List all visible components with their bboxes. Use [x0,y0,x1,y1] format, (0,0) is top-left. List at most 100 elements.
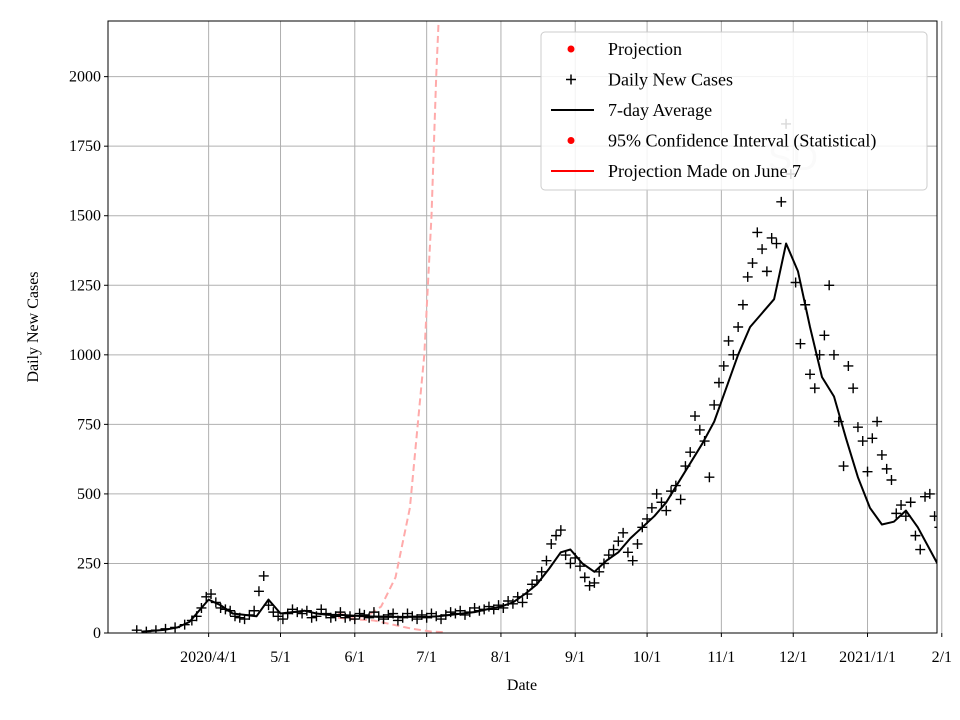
daily-case-point [330,611,341,622]
daily-case-point [661,505,672,516]
daily-case-point [277,614,288,625]
x-tick-label: 12/1 [779,649,807,666]
daily-case-point [828,349,839,360]
daily-case-point [364,612,375,623]
legend-plus-marker [566,74,576,85]
daily-case-point [934,526,937,528]
y-tick-label: 750 [77,416,101,433]
daily-case-point [757,244,768,255]
x-tick-label: 2/1 [932,649,952,666]
daily-case-point [891,508,902,519]
y-tick-label: 0 [93,625,101,642]
daily-case-point [575,561,586,572]
daily-case-point [555,525,566,536]
daily-case-point [579,572,590,583]
daily-case-point [905,497,916,508]
daily-case-point [675,494,686,505]
daily-case-point [790,277,801,288]
legend-box [540,31,928,191]
legend-label: 7-day Average [608,100,712,120]
daily-case-point [929,511,937,522]
daily-case-point [206,589,217,600]
y-tick-label: 1750 [69,138,101,155]
daily-case-point [766,232,777,243]
y-tick-label: 500 [77,486,101,503]
daily-case-point [857,436,868,447]
daily-case-point [910,530,921,541]
legend-entry: 7-day Average [551,100,712,120]
daily-case-point [737,299,748,310]
daily-case-point [618,527,629,538]
daily-case-point [867,433,878,444]
daily-case-point [776,196,787,207]
daily-case-point [383,609,394,620]
daily-case-point [536,566,547,577]
daily-case-point [876,449,887,460]
legend-label: Projection Made on June 7 [608,161,801,181]
daily-case-point [517,597,528,608]
legend-dot-marker [567,45,575,53]
daily-case-point [848,383,859,394]
x-tick-label: 10/1 [633,649,661,666]
daily-case-point [872,416,883,427]
daily-case-point [613,536,624,547]
legend-label: Projection [608,39,682,59]
y-axis-title: Daily New Cases [25,271,42,382]
daily-case-point [685,447,696,458]
daily-case-point [551,530,562,541]
daily-case-point [843,360,854,371]
x-tick-label: 2020/4/1 [180,649,237,666]
daily-case-point [651,488,662,499]
daily-case-point [268,607,279,618]
x-tick-label: 9/1 [565,649,585,666]
y-tick-label: 1000 [69,347,101,364]
daily-case-point [713,377,724,388]
y-tick-label: 1500 [69,208,101,225]
daily-case-point [795,338,806,349]
x-tick-label: 8/1 [491,649,511,666]
axis-ticks: 0 250 500 750 1000 1250 1500 1750 2000 2020/4/1 5/… [69,69,952,666]
daily-case-point [306,612,317,623]
daily-case-point [819,330,830,341]
daily-case-point [589,577,600,588]
legend-dot-marker [567,137,575,144]
daily-case-point [656,497,667,508]
daily-case-point [546,538,557,549]
daily-case-point [733,322,744,332]
daily-case-point [881,463,892,474]
daily-case-point [852,422,863,433]
daily-case-point [258,570,269,581]
y-tick-label: 2000 [69,69,101,86]
seven-day-average-line [141,242,937,633]
daily-case-point [886,475,897,485]
daily-case-point [694,424,705,435]
y-tick-label: 250 [77,555,101,572]
daily-case-point [805,369,816,380]
legend-entry: 95% Confidence Interval (Statistical) [567,131,876,152]
grid [108,21,943,634]
legend-entry: Projection Made on June 7 [551,161,801,181]
daily-case-point [862,466,873,477]
y-tick-label: 1250 [69,277,101,294]
x-tick-label: 6/1 [345,649,365,666]
daily-case-point [752,227,763,238]
legend-entry: Projection [567,39,682,59]
daily-case-point [771,238,782,249]
daily-case-point [412,614,423,625]
x-tick-label: 2021/1/1 [839,649,896,666]
daily-case-point [316,604,327,615]
daily-case-point [809,383,820,394]
daily-case-point [622,547,633,558]
daily-case-point [368,607,379,618]
daily-case-point [838,461,849,472]
x-axis-title: Date [507,677,537,694]
daily-case-point [253,586,264,597]
daily-case-point [565,558,576,569]
daily-case-point [632,538,643,549]
daily-case-point [541,555,552,566]
daily-case-point [915,544,926,555]
x-tick-label: 11/1 [707,649,735,666]
daily-case-point [131,625,142,633]
daily-case-point [690,411,701,422]
